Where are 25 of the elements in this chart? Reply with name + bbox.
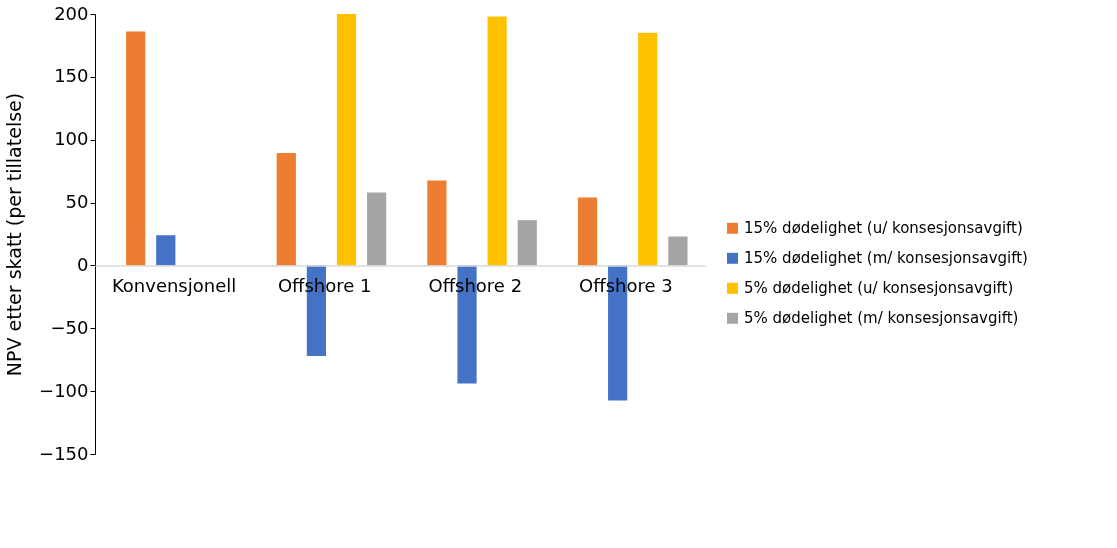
legend-label: 5% dødelighet (m/ konsesjonsavgift) bbox=[744, 309, 1019, 328]
bar bbox=[156, 235, 176, 266]
bar bbox=[577, 197, 598, 266]
y-tick-label: 50 bbox=[65, 191, 89, 213]
legend-label: 15% dødelighet (m/ konsesjonsavgift) bbox=[744, 249, 1028, 268]
bar bbox=[638, 32, 658, 266]
y-tick-label: −150 bbox=[39, 442, 89, 464]
bar bbox=[367, 192, 387, 266]
legend-label: 15% dødelighet (u/ konsesjonsavgift) bbox=[744, 219, 1023, 238]
legend-label: 5% dødelighet (u/ konsesjonsavgift) bbox=[744, 279, 1014, 298]
bar bbox=[517, 220, 537, 266]
y-axis-title: NPV etter skatt (per tillatelse) bbox=[3, 92, 26, 377]
y-tick-label: 200 bbox=[54, 2, 89, 24]
x-tick-label: Konvensjonell bbox=[111, 274, 237, 296]
bar bbox=[276, 152, 296, 266]
y-tick-label: 150 bbox=[54, 65, 89, 87]
bar bbox=[668, 236, 688, 266]
bar bbox=[336, 14, 357, 266]
y-tick-label: −50 bbox=[50, 316, 89, 338]
bar bbox=[427, 180, 447, 266]
y-tick-label: 0 bbox=[77, 253, 89, 275]
y-tick-label: −100 bbox=[39, 379, 89, 401]
y-tick-label: 100 bbox=[54, 128, 89, 150]
bar bbox=[487, 16, 507, 266]
bar bbox=[126, 31, 146, 266]
